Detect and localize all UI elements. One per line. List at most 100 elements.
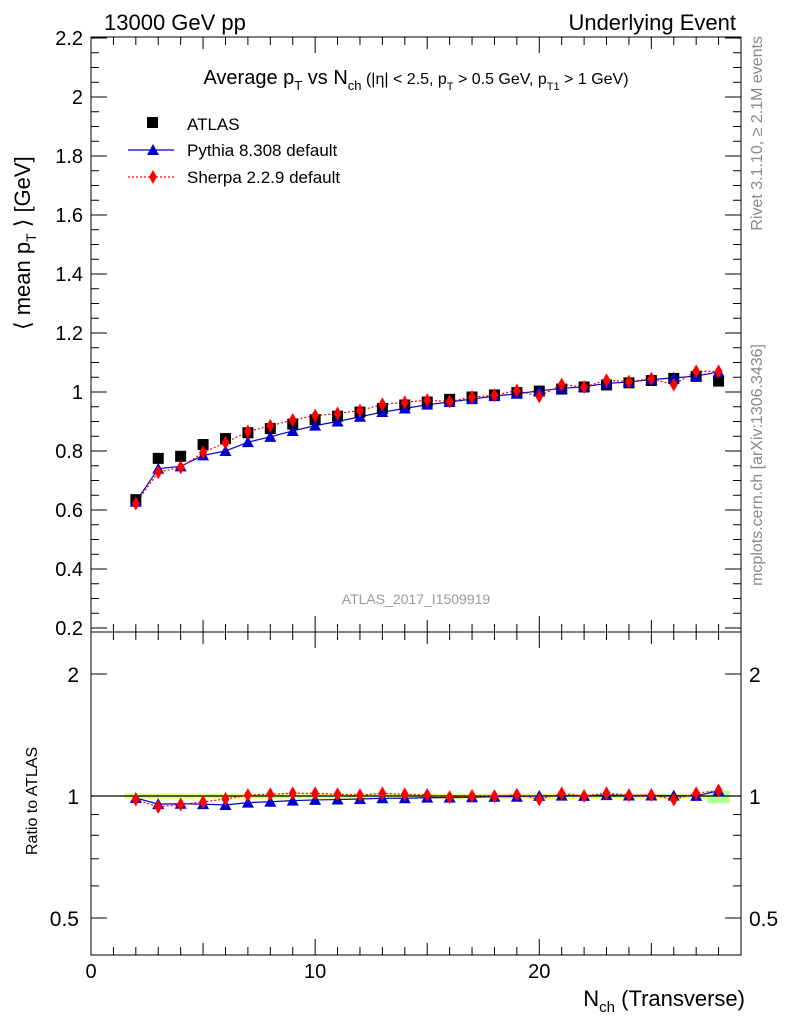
ratio-x-axis: 0 10 20 — [85, 632, 742, 983]
x-tick-label: 20 — [528, 961, 550, 983]
title-sub: T — [294, 78, 302, 93]
y-tick-label: 1.8 — [55, 146, 83, 168]
pythia-data-point — [264, 430, 277, 442]
ratio-sherpa-point — [692, 786, 701, 801]
sherpa-data-point — [669, 377, 678, 392]
y-tick-label: 2.2 — [55, 28, 83, 50]
ylabel-part: ⟨ mean p — [10, 242, 35, 330]
sherpa-data-point — [355, 403, 364, 418]
title-part: > 1 GeV) — [560, 71, 629, 88]
sherpa-data-point — [199, 445, 208, 460]
x-axis-label: Nch (Transverse) — [583, 986, 745, 1016]
sherpa-data-point — [243, 424, 252, 439]
y-tick-label: 1.6 — [55, 205, 83, 227]
sherpa-data-point — [445, 394, 454, 409]
title-sub: ch — [348, 78, 362, 93]
ratio-sherpa-point — [131, 792, 140, 807]
sherpa-data-point — [490, 388, 499, 403]
pythia-data-point — [286, 424, 299, 436]
sherpa-data-point — [557, 377, 566, 392]
sherpa-data-point — [535, 389, 544, 404]
ylabel-part: ⟩ [GeV] — [10, 156, 35, 233]
sherpa-data-point — [378, 397, 387, 412]
ratio-sherpa-point — [468, 789, 477, 803]
sherpa-data-point — [221, 435, 230, 450]
sherpa-data-point — [266, 418, 275, 433]
legend-sherpa-label: Sherpa 2.2.9 default — [187, 168, 340, 187]
ratio-y-label: Ratio to ATLAS — [24, 747, 41, 855]
xlabel-part: (Transverse) — [615, 986, 745, 1011]
ratio-sherpa-point — [199, 794, 208, 809]
main-panel: 0.20.40.60.811.21.41.61.822.2 Average pT… — [10, 28, 742, 640]
legend-atlas-label: ATLAS — [187, 115, 240, 134]
y-tick-label: 0.6 — [55, 500, 83, 522]
ratio-sherpa-point — [445, 790, 454, 805]
sherpa-data-point — [154, 465, 163, 480]
sherpa-data-point — [288, 413, 297, 428]
pythia-data-point — [309, 419, 322, 431]
y-tick-label: 1.4 — [55, 264, 83, 286]
atlas-data-point — [175, 450, 187, 462]
ratio-sherpa-point — [378, 786, 387, 801]
ratio-sherpa-point — [647, 787, 656, 802]
ratio-sherpa-point — [490, 789, 499, 804]
ratio-sherpa-point — [512, 787, 521, 802]
ratio-sherpa-point — [624, 788, 633, 803]
sherpa-data-point — [468, 390, 477, 405]
ratio-pythia-point — [241, 796, 254, 808]
sherpa-data-point — [311, 408, 320, 423]
ratio-y-tick-label: 2 — [67, 664, 79, 687]
ratio-uncertainty-band — [91, 790, 741, 804]
y-axis-label: ⟨ mean pT ⟩ [GeV] — [10, 156, 39, 330]
sherpa-data-point — [624, 374, 633, 389]
mcplots-label: mcplots.cern.ch [arXiv:1306.3436] — [749, 344, 766, 586]
ratio-sherpa-point — [423, 787, 432, 802]
ratio-sherpa-point — [355, 788, 364, 803]
atlas-data-point — [197, 439, 209, 451]
title-part: > 0.5 GeV, p — [454, 71, 547, 88]
ratio-y-tick-label-right: 0.5 — [749, 908, 778, 931]
title-part: (|η| < 2.5, p — [362, 71, 447, 88]
watermark: ATLAS_2017_I1509919 — [342, 591, 491, 607]
sherpa-data-point — [580, 379, 589, 394]
header-right: Underlying Event — [568, 10, 736, 35]
pythia-data-point — [667, 371, 680, 383]
ratio-sherpa-point — [557, 786, 566, 801]
ratio-sherpa-point — [221, 792, 230, 807]
main-x-axis — [90, 37, 742, 632]
title-part: Average p — [203, 67, 294, 89]
pythia-data-point — [219, 445, 232, 456]
title-sub: T1 — [547, 81, 560, 93]
header-left: 13000 GeV pp — [104, 10, 246, 35]
sherpa-data-point — [714, 364, 723, 379]
y-tick-label: 0.4 — [55, 559, 83, 581]
ratio-sherpa-point — [602, 786, 611, 801]
sherpa-data-point — [692, 364, 701, 379]
ratio-sherpa-point — [243, 788, 252, 803]
sherpa-data-point — [423, 393, 432, 408]
sherpa-data-point — [176, 460, 185, 475]
ratio-sherpa-point — [535, 792, 544, 807]
legend-pythia-label: Pythia 8.308 default — [187, 141, 338, 160]
ratio-sherpa-point — [154, 799, 163, 814]
sherpa-data-point — [602, 373, 611, 388]
ratio-sherpa-point — [176, 797, 185, 812]
ratio-y-tick-label: 1 — [67, 786, 79, 809]
legend-sherpa-marker — [149, 170, 157, 184]
sherpa-data-point — [512, 383, 521, 398]
legend-pythia-marker — [147, 144, 159, 155]
ratio-sherpa-point — [714, 783, 723, 798]
ratio-panel: 0.5 0.5 1 1 2 2 0 10 20 Ratio to ATLAS Nch (Tra… — [24, 631, 778, 1016]
legend-atlas-marker — [147, 117, 158, 128]
chart-title: Average pT vs Nch (|η| < 2.5, pT > 0.5 G… — [203, 67, 628, 93]
y-tick-label: 1 — [72, 382, 83, 404]
y-tick-label: 1.2 — [55, 323, 83, 345]
pythia-data-point — [376, 406, 389, 418]
title-part: vs N — [302, 67, 348, 89]
sherpa-data-point — [131, 496, 140, 511]
atlas-data-point — [152, 452, 164, 464]
y-tick-label: 0.2 — [55, 618, 83, 640]
ratio-sherpa-point — [333, 787, 342, 802]
ratio-y-axis: 0.5 0.5 1 1 2 2 — [50, 664, 778, 931]
